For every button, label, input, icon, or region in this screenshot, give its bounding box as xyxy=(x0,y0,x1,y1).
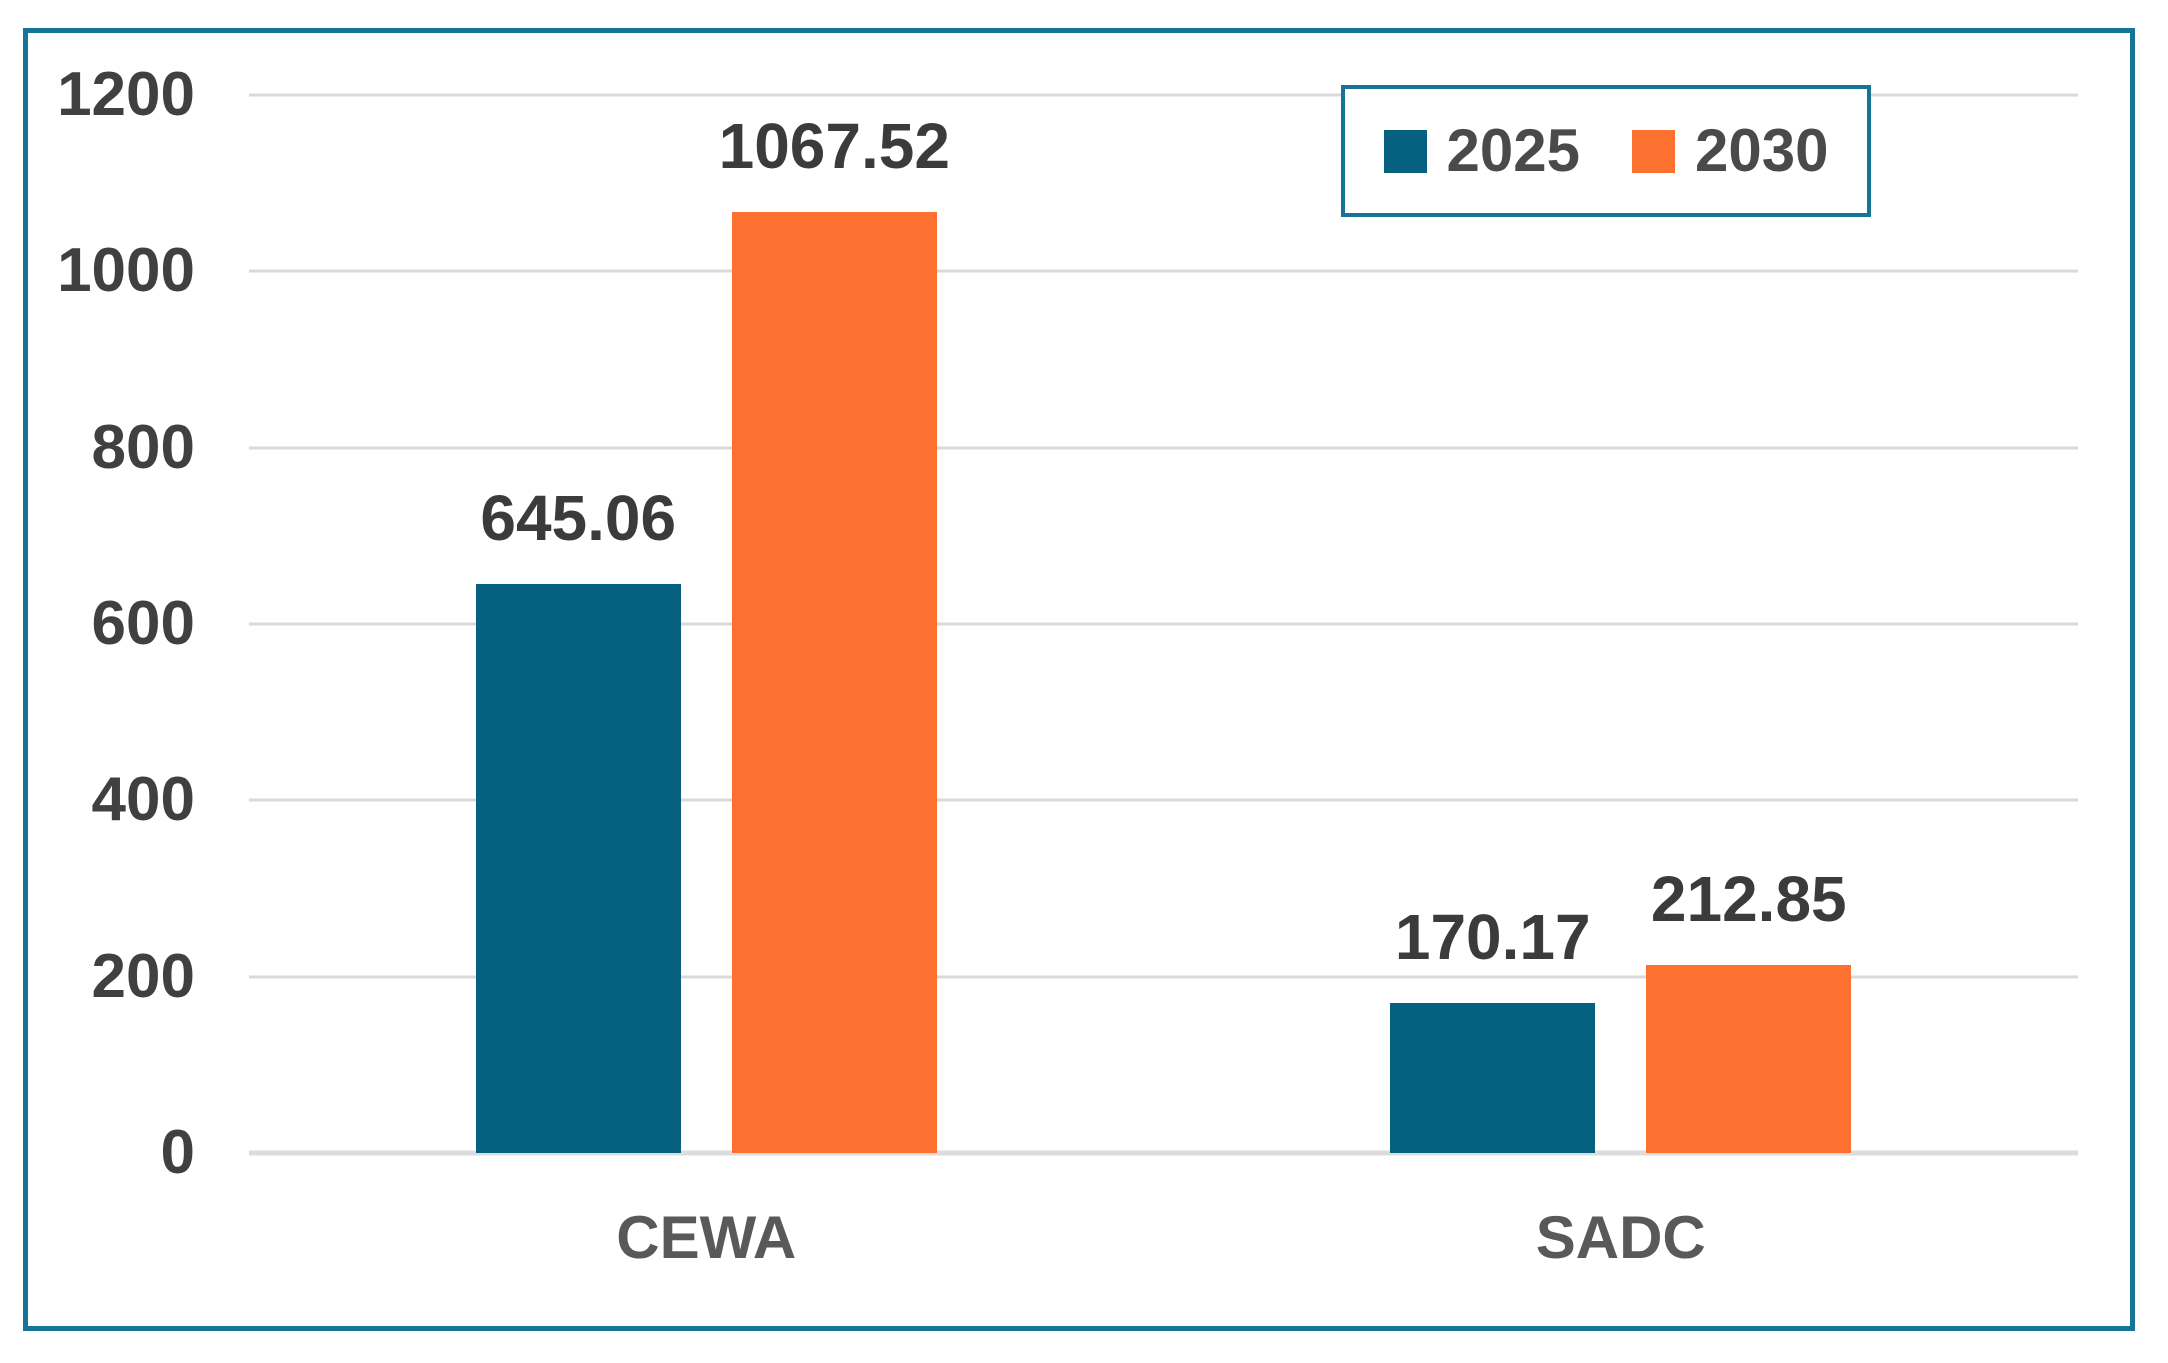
chart-frame: 1200 1000 800 600 400 200 0 645.06 1067.52 170.1… xyxy=(23,28,2135,1331)
y-tick-label-0: 0 xyxy=(160,1118,195,1187)
bar-2025-CEWA xyxy=(475,584,681,1153)
legend-swatch-2030 xyxy=(1632,129,1675,173)
legend: 2025 2030 xyxy=(1341,85,1871,217)
x-axis-line xyxy=(249,1150,2078,1156)
legend-label-2025: 2025 xyxy=(1446,117,1580,184)
gridline-200 xyxy=(249,975,2078,979)
y-tick-label-600: 600 xyxy=(91,589,195,658)
data-label-2025-CEWA: 645.06 xyxy=(480,482,677,555)
legend-swatch-2025 xyxy=(1383,129,1427,173)
y-tick-label-1000: 1000 xyxy=(57,236,195,306)
x-category-label-SADC: SADC xyxy=(1535,1204,1706,1271)
bar-2030-CEWA xyxy=(731,211,937,1153)
data-label-2025-SADC: 170.17 xyxy=(1394,900,1591,973)
x-axis: CEWA SADC xyxy=(249,1153,2078,1273)
legend-item-2025: 2025 xyxy=(1383,117,1580,184)
bar-2030-SADC xyxy=(1646,965,1852,1153)
x-category-label-CEWA: CEWA xyxy=(616,1204,797,1271)
data-label-2030-CEWA: 1067.52 xyxy=(718,109,950,182)
gridline-1200 xyxy=(249,93,2078,97)
gridline-600 xyxy=(249,622,2078,626)
bar-2025-SADC xyxy=(1390,1002,1596,1153)
legend-item-2030: 2030 xyxy=(1632,121,1828,181)
y-axis: 1200 1000 800 600 400 200 0 xyxy=(28,64,195,1184)
gridline-400 xyxy=(249,798,2078,802)
y-tick-label-200: 200 xyxy=(91,941,195,1011)
y-tick-label-800: 800 xyxy=(91,412,195,482)
legend-label-2030: 2030 xyxy=(1695,117,1829,184)
plot-area: 645.06 1067.52 170.17 212.85 xyxy=(249,93,2078,1156)
gridline-1000 xyxy=(249,269,2078,273)
y-tick-label-400: 400 xyxy=(91,765,195,835)
y-tick-label-1200: 1200 xyxy=(57,60,195,129)
gridline-800 xyxy=(249,446,2078,450)
data-label-2030-SADC: 212.85 xyxy=(1650,863,1847,936)
